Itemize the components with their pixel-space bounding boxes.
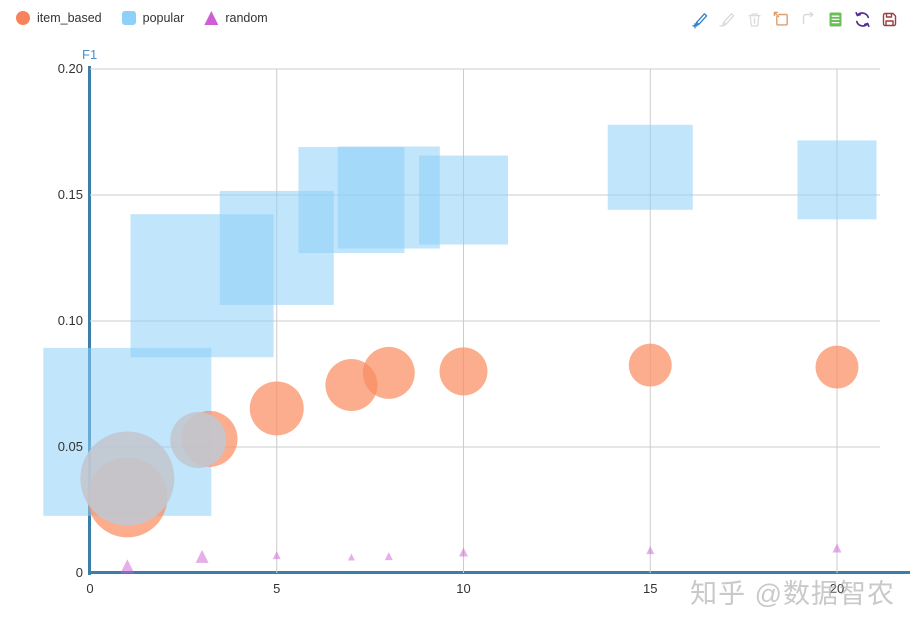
y-tick-label: 0.10 xyxy=(57,313,83,328)
x-tick-label: 5 xyxy=(273,581,281,596)
legend-label: random xyxy=(225,11,268,25)
restore-icon[interactable] xyxy=(853,10,872,29)
y-axis-name: F1 xyxy=(82,47,98,62)
popular-point[interactable] xyxy=(607,124,693,210)
x-axis-line xyxy=(88,571,910,574)
random-point[interactable] xyxy=(832,543,842,553)
brush-add-icon[interactable] xyxy=(691,10,710,29)
random-point[interactable] xyxy=(272,551,281,560)
legend-item-item-based[interactable]: item_based xyxy=(16,11,102,25)
x-tick-label: 15 xyxy=(643,581,658,596)
legend: item_based popular random xyxy=(16,11,268,25)
random-point[interactable] xyxy=(646,546,655,555)
popular-marker-icon xyxy=(121,11,136,25)
legend-item-random[interactable]: random xyxy=(204,11,268,25)
popular-point[interactable] xyxy=(797,140,877,220)
random-point[interactable] xyxy=(195,549,209,563)
random-point[interactable] xyxy=(347,553,355,561)
zoom-select-icon[interactable] xyxy=(772,10,791,29)
legend-item-popular[interactable]: popular xyxy=(121,11,185,25)
legend-label: popular xyxy=(142,11,185,25)
brush-clear-icon[interactable] xyxy=(745,10,764,29)
zoom-back-icon[interactable] xyxy=(799,10,818,29)
item_based_dimmed-point[interactable] xyxy=(170,411,227,468)
random-point[interactable] xyxy=(384,552,393,561)
y-tick-label: 0.15 xyxy=(57,187,83,202)
popular-point[interactable] xyxy=(419,155,508,245)
x-tick-label: 10 xyxy=(456,581,471,596)
item_based-point[interactable] xyxy=(362,346,415,399)
random-point[interactable] xyxy=(120,559,135,574)
legend-label: item_based xyxy=(37,11,102,25)
brush-remove-icon[interactable] xyxy=(718,10,737,29)
random-point[interactable] xyxy=(459,547,468,557)
watermark: 知乎 @数据智农 xyxy=(690,579,895,609)
save-image-icon[interactable] xyxy=(880,10,899,29)
y-tick-label: 0 xyxy=(75,565,83,580)
y-tick-label: 0.20 xyxy=(57,61,83,76)
item_based-point[interactable] xyxy=(628,343,672,387)
y-axis-line xyxy=(88,66,91,575)
item-based-marker-icon xyxy=(16,11,30,25)
item_based-point[interactable] xyxy=(249,381,304,436)
x-tick-label: 0 xyxy=(86,581,94,596)
item_based-point[interactable] xyxy=(439,347,488,396)
item_based_dimmed-point[interactable] xyxy=(80,431,175,526)
data-view-icon[interactable] xyxy=(826,10,845,29)
item_based-point[interactable] xyxy=(815,345,859,389)
y-tick-label: 0.05 xyxy=(57,439,83,454)
x-tick-label: 20 xyxy=(829,581,845,596)
toolbar xyxy=(691,10,899,29)
